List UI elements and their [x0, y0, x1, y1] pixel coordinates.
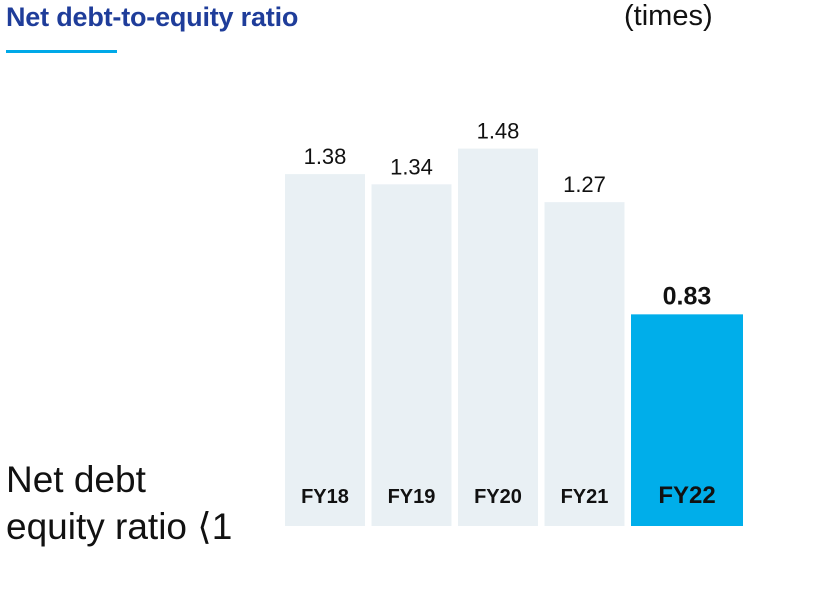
value-label-fy19: 1.34	[390, 154, 433, 179]
unit-label: (times)	[624, 0, 713, 32]
bar-fy18	[285, 174, 365, 526]
title-underline	[6, 50, 117, 53]
note-line-2: equity ratio ⟨1	[6, 506, 233, 547]
chart-title: Net debt-to-equity ratio	[6, 2, 299, 32]
note-line-1: Net debt	[6, 459, 146, 500]
category-label-fy19: FY19	[388, 486, 436, 508]
bar-fy22	[631, 314, 743, 526]
value-label-fy22: 0.83	[663, 282, 712, 310]
bar-fy20	[458, 148, 538, 526]
note-text: Net debt equity ratio ⟨1	[6, 456, 232, 550]
category-label-fy20: FY20	[474, 486, 522, 508]
bar-fy21	[544, 202, 625, 526]
category-label-fy21: FY21	[561, 486, 609, 508]
category-label-fy22: FY22	[658, 482, 715, 509]
value-label-fy20: 1.48	[477, 119, 520, 144]
value-label-fy21: 1.27	[563, 172, 606, 197]
bar-fy19	[371, 184, 452, 527]
category-label-fy18: FY18	[301, 486, 349, 508]
value-label-fy18: 1.38	[304, 144, 347, 169]
